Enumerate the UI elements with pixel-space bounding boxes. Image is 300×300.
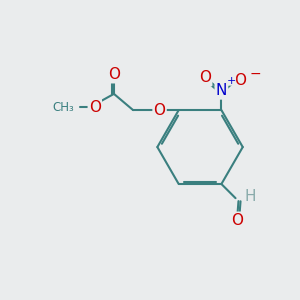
Text: O: O bbox=[199, 70, 211, 85]
Text: O: O bbox=[108, 67, 120, 82]
Text: +: + bbox=[227, 76, 236, 85]
Text: H: H bbox=[245, 189, 256, 204]
Text: O: O bbox=[89, 100, 101, 115]
Text: CH₃: CH₃ bbox=[52, 100, 74, 114]
Text: O: O bbox=[235, 73, 247, 88]
Text: N: N bbox=[216, 83, 227, 98]
Text: O: O bbox=[231, 213, 243, 228]
Text: O: O bbox=[154, 103, 166, 118]
Text: −: − bbox=[249, 67, 261, 81]
